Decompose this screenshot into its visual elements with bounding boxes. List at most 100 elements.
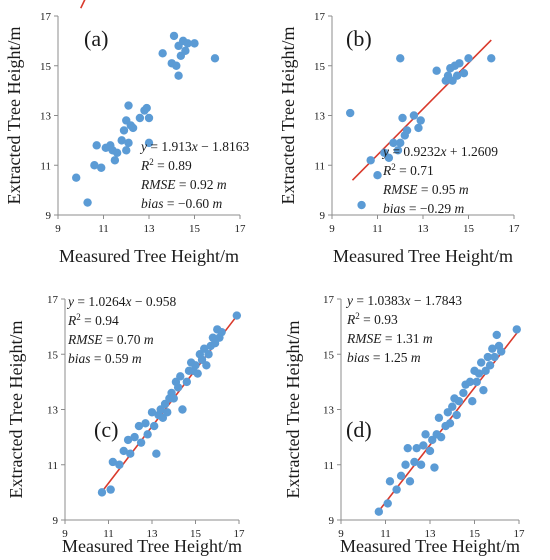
data-point <box>119 126 129 135</box>
data-point <box>144 113 154 123</box>
data-point <box>191 361 200 370</box>
y-tick-label: 17 <box>323 294 335 306</box>
data-point <box>374 507 384 516</box>
r-squared-label: R2 = 0.89 <box>140 157 192 173</box>
data-point <box>398 113 407 123</box>
y-tick-label: 17 <box>314 11 326 23</box>
data-point <box>366 156 375 165</box>
data-point <box>193 369 202 378</box>
data-point <box>83 198 92 207</box>
data-point <box>97 163 106 172</box>
x-tick-label: 15 <box>190 528 202 540</box>
data-point <box>459 69 469 78</box>
r-squared-label: R2 = 0.93 <box>346 311 398 327</box>
data-point <box>117 136 126 145</box>
y-tick-label: 17 <box>47 294 59 306</box>
fit-equation: y = 1.0264x − 0.958 <box>66 294 176 309</box>
x-tick-label: 11 <box>380 528 391 540</box>
data-point <box>357 200 366 210</box>
data-point <box>412 443 421 453</box>
data-point <box>143 430 152 439</box>
bias-label: bias = 0.59 m <box>68 351 142 366</box>
data-point <box>217 327 226 337</box>
rmse-label: RMSE = 0.95 m <box>382 182 469 197</box>
y-tick-label: 11 <box>314 160 325 172</box>
data-point <box>147 408 157 417</box>
y-tick-label: 9 <box>320 210 326 222</box>
r-squared-label: R2 = 0.71 <box>382 162 434 178</box>
data-point <box>174 71 183 80</box>
y-tick-label: 13 <box>40 111 52 123</box>
data-point <box>124 101 133 110</box>
data-point <box>472 377 481 387</box>
x-tick-label: 9 <box>338 528 344 540</box>
data-point <box>181 46 190 56</box>
data-point <box>108 457 118 467</box>
y-axis-title: Extracted Tree Height/m <box>278 27 298 205</box>
data-point <box>402 126 412 135</box>
y-tick-label: 15 <box>40 61 52 73</box>
data-point <box>436 432 446 442</box>
data-point <box>122 146 131 155</box>
data-point <box>483 352 493 362</box>
y-tick-label: 9 <box>329 515 335 527</box>
data-point <box>123 435 133 445</box>
data-point <box>176 372 185 381</box>
data-point <box>403 443 412 453</box>
x-tick-label: 11 <box>103 528 114 540</box>
data-point <box>401 460 410 469</box>
data-point <box>169 31 179 41</box>
data-point <box>455 59 464 68</box>
fit-equation: y = 1.913x − 1.8163 <box>139 139 249 154</box>
bias-label: bias = −0.29 m <box>383 201 465 216</box>
data-point <box>445 419 455 428</box>
data-point <box>112 148 122 158</box>
fit-equation: y = 0.9232x + 1.2609 <box>381 144 498 159</box>
y-tick-label: 9 <box>53 515 59 527</box>
data-point <box>183 39 192 48</box>
y-tick-label: 13 <box>323 405 335 417</box>
data-point <box>149 421 159 431</box>
x-axis-title: Measured Tree Height/m <box>59 246 239 266</box>
data-point <box>474 369 484 378</box>
y-tick-label: 11 <box>40 160 51 172</box>
data-point <box>172 61 181 70</box>
data-point <box>90 161 99 170</box>
fit-equation: y = 1.0383x − 1.7843 <box>345 293 462 308</box>
fit-line <box>351 39 492 181</box>
fit-line <box>80 0 86 9</box>
x-tick-label: 9 <box>55 223 61 235</box>
data-point <box>202 361 211 370</box>
x-tick-label: 9 <box>62 528 68 540</box>
data-point <box>497 347 506 356</box>
panel-label: (d) <box>346 417 372 442</box>
x-tick-label: 9 <box>329 223 335 235</box>
x-tick-label: 17 <box>234 528 246 540</box>
data-point <box>389 138 398 148</box>
x-axis-title: Measured Tree Height/m <box>333 246 513 266</box>
data-point <box>448 402 457 411</box>
data-point <box>119 446 128 456</box>
data-point <box>464 54 473 63</box>
y-tick-label: 17 <box>40 11 52 23</box>
data-point <box>490 352 499 362</box>
y-tick-label: 9 <box>46 210 52 222</box>
rmse-label: RMSE = 1.31 m <box>346 331 433 346</box>
x-tick-label: 13 <box>418 223 430 235</box>
x-axis-title: Measured Tree Height/m <box>62 536 242 556</box>
data-point <box>459 388 468 398</box>
data-point <box>97 488 107 497</box>
data-point <box>190 39 199 48</box>
data-point <box>416 460 426 469</box>
y-tick-label: 15 <box>314 61 326 73</box>
data-point <box>488 344 497 353</box>
data-point <box>485 361 495 370</box>
data-point <box>134 421 144 431</box>
x-tick-label: 13 <box>425 528 437 540</box>
data-point <box>178 405 187 414</box>
y-tick-label: 15 <box>323 349 335 361</box>
data-point <box>182 377 191 387</box>
data-point <box>204 350 213 359</box>
data-point <box>468 397 477 406</box>
